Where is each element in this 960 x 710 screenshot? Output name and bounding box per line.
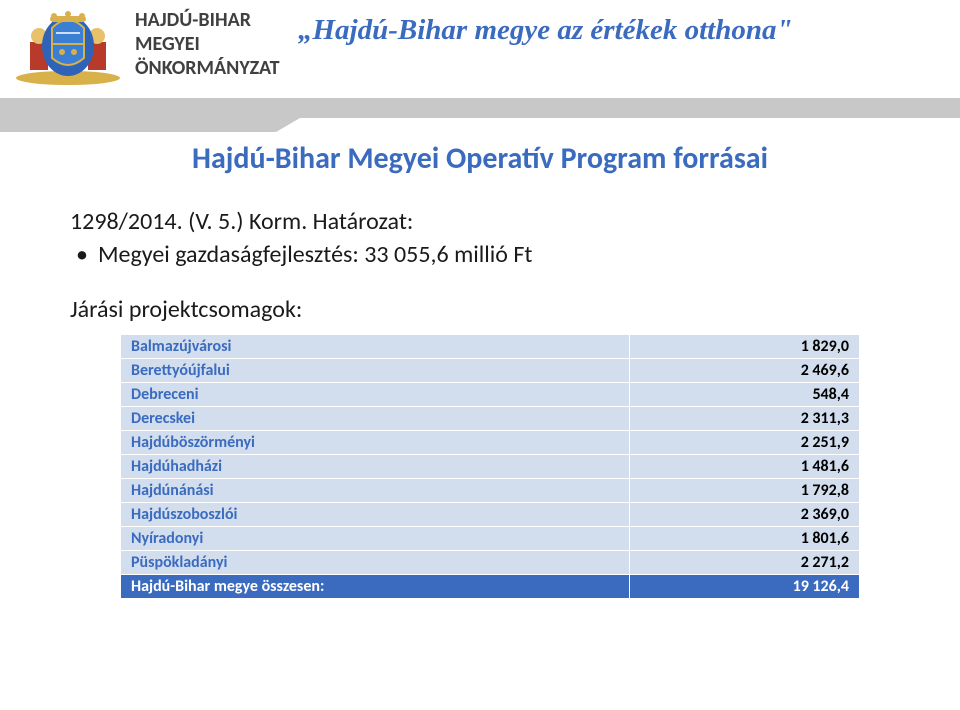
table-row: Balmazújvárosi1 829,0 [121, 335, 860, 359]
total-value: 19 126,4 [630, 575, 860, 599]
district-value: 548,4 [630, 383, 860, 407]
district-label: Hajdúszoboszlói [121, 503, 630, 527]
district-value: 1 481,6 [630, 455, 860, 479]
district-value: 2 469,6 [630, 359, 860, 383]
district-value: 1 829,0 [630, 335, 860, 359]
table-row: Hajdúszoboszlói2 369,0 [121, 503, 860, 527]
subheading: Járási projektcsomagok: [70, 295, 890, 324]
district-label: Berettyóújfalui [121, 359, 630, 383]
districts-table: Balmazújvárosi1 829,0Berettyóújfalui2 46… [120, 334, 860, 599]
content-body: Hajdú-Bihar Megyei Operatív Program forr… [70, 140, 890, 599]
table-row: Nyíradonyi1 801,6 [121, 527, 860, 551]
bullet-item: Megyei gazdaságfejlesztés: 33 055,6 mill… [76, 240, 890, 269]
district-label: Derecskei [121, 407, 630, 431]
district-label: Debreceni [121, 383, 630, 407]
table-row: Hajdúböszörményi2 251,9 [121, 431, 860, 455]
district-label: Hajdúnánási [121, 479, 630, 503]
district-value: 2 369,0 [630, 503, 860, 527]
district-value: 1 801,6 [630, 527, 860, 551]
org-line-2: MEGYEI [135, 32, 280, 56]
bullet-list: Megyei gazdaságfejlesztés: 33 055,6 mill… [76, 240, 890, 269]
org-line-3: ÖNKORMÁNYZAT [135, 56, 280, 80]
county-crest-icon [8, 6, 128, 86]
org-name: HAJDÚ-BIHAR MEGYEI ÖNKORMÁNYZAT [135, 8, 280, 80]
district-label: Hajdúböszörményi [121, 431, 630, 455]
table-total-row: Hajdú-Bihar megye összesen:19 126,4 [121, 575, 860, 599]
district-label: Püspökladányi [121, 551, 630, 575]
district-value: 2 271,2 [630, 551, 860, 575]
org-line-1: HAJDÚ-BIHAR [135, 8, 280, 32]
table-row: Debreceni548,4 [121, 383, 860, 407]
tagline: „Hajdú-Bihar megye az értékek otthona" [298, 14, 793, 47]
page-title: Hajdú-Bihar Megyei Operatív Program forr… [70, 140, 890, 177]
table-row: Derecskei2 311,3 [121, 407, 860, 431]
table-row: Berettyóújfalui2 469,6 [121, 359, 860, 383]
table-row: Püspökladányi2 271,2 [121, 551, 860, 575]
header: HAJDÚ-BIHAR MEGYEI ÖNKORMÁNYZAT „Hajdú-B… [0, 0, 960, 110]
district-value: 1 792,8 [630, 479, 860, 503]
table-row: Hajdúhadházi1 481,6 [121, 455, 860, 479]
decree-line: 1298/2014. (V. 5.) Korm. Határozat: [70, 207, 890, 236]
district-label: Balmazújvárosi [121, 335, 630, 359]
table-row: Hajdúnánási1 792,8 [121, 479, 860, 503]
district-label: Nyíradonyi [121, 527, 630, 551]
district-label: Hajdúhadházi [121, 455, 630, 479]
total-label: Hajdú-Bihar megye összesen: [121, 575, 630, 599]
district-value: 2 311,3 [630, 407, 860, 431]
separator-bar [0, 98, 960, 132]
slide: HAJDÚ-BIHAR MEGYEI ÖNKORMÁNYZAT „Hajdú-B… [0, 0, 960, 710]
table-body: Balmazújvárosi1 829,0Berettyóújfalui2 46… [121, 335, 860, 599]
district-value: 2 251,9 [630, 431, 860, 455]
